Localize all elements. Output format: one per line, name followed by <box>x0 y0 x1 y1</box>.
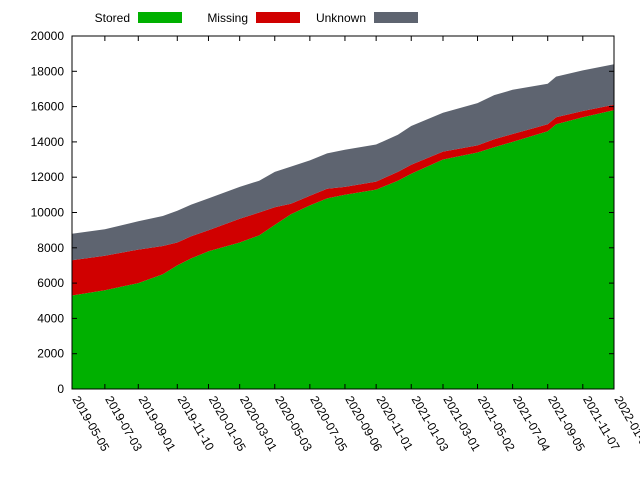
y-tick-label: 4000 <box>37 311 64 325</box>
y-tick-label: 8000 <box>37 241 64 255</box>
legend-swatch-stored <box>138 12 182 23</box>
legend-swatch-unknown <box>374 12 418 23</box>
y-tick-label: 0 <box>57 382 64 396</box>
legend-swatch-missing <box>256 12 300 23</box>
y-axis: 0 2000 4000 6000 8000 10000 12000 14000 16000 180… <box>31 29 614 396</box>
y-tick-label: 14000 <box>31 135 65 149</box>
series-area-missing <box>72 104 614 296</box>
series-area-unknown <box>72 64 614 261</box>
y-tick-label: 6000 <box>37 276 64 290</box>
chart-legend: Stored Missing Unknown <box>95 11 418 25</box>
legend-label-stored: Stored <box>95 11 130 25</box>
legend-label-missing: Missing <box>207 11 248 25</box>
y-tick-label: 20000 <box>31 29 65 43</box>
series-area-stored <box>72 110 614 389</box>
y-tick-label: 10000 <box>31 206 65 220</box>
y-tick-label: 18000 <box>31 64 65 78</box>
legend-label-unknown: Unknown <box>316 11 366 25</box>
y-tick-label: 12000 <box>31 170 65 184</box>
plot-area <box>71 35 615 390</box>
y-tick-label: 2000 <box>37 347 64 361</box>
y-tick-label: 16000 <box>31 100 65 114</box>
